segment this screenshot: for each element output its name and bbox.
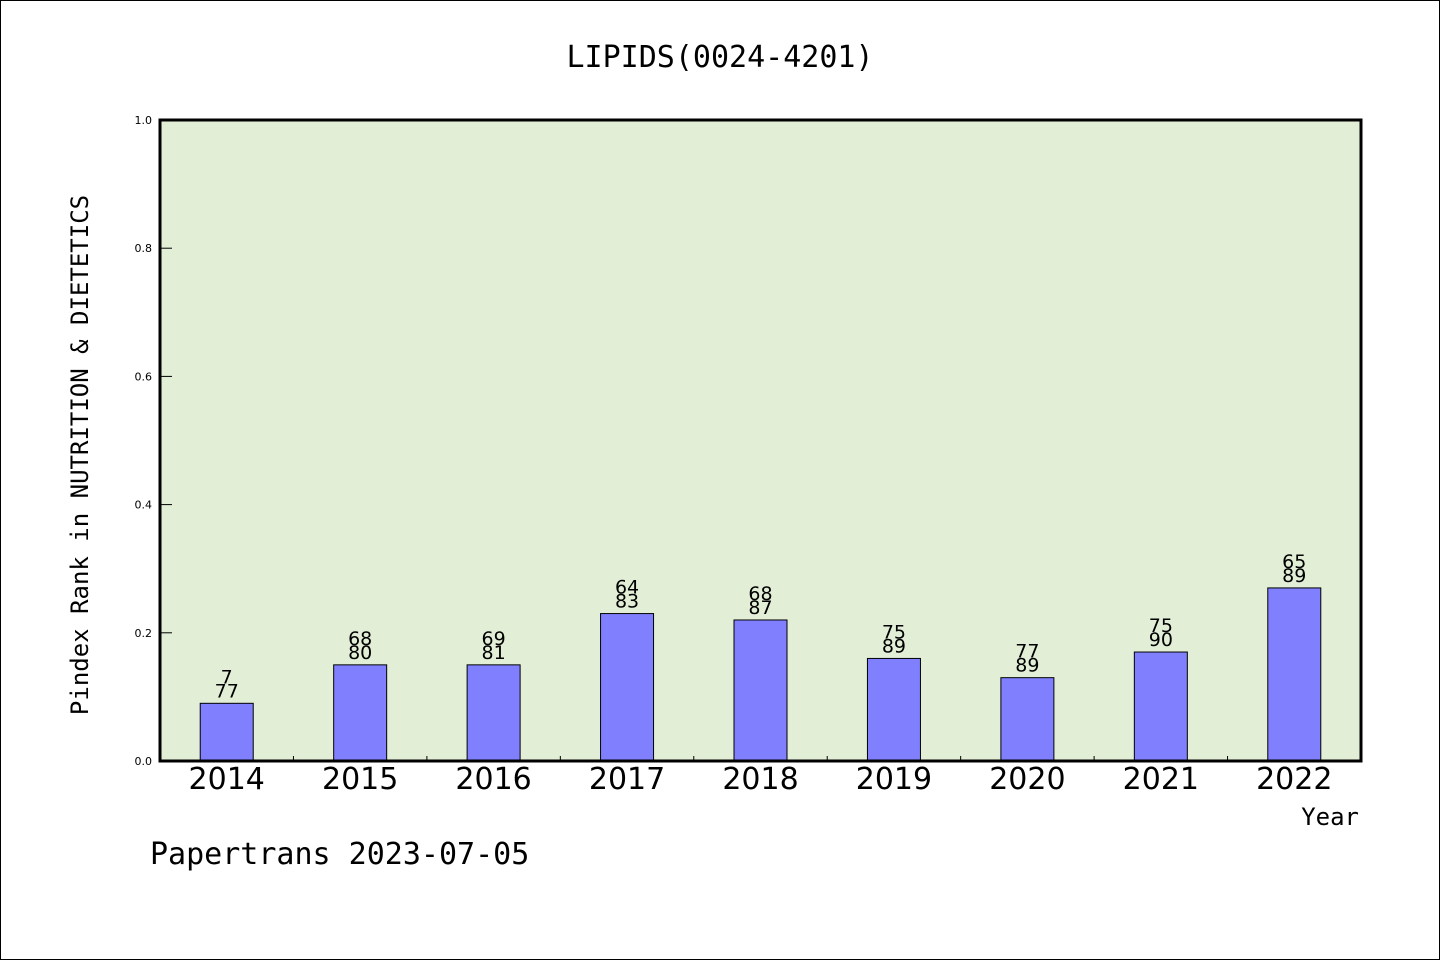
x-tick-label: 2019 xyxy=(856,762,932,797)
bar-label-top: 65 xyxy=(1282,551,1306,573)
footer-credit: Papertrans 2023-07-05 xyxy=(150,837,529,872)
bar-label-bottom: 89 xyxy=(882,635,906,657)
y-tick-label: 0.2 xyxy=(135,627,153,640)
x-tick-label: 2017 xyxy=(589,762,665,797)
bar-label-top: 77 xyxy=(1015,641,1039,663)
bar xyxy=(600,613,655,762)
bar-label-top: 64 xyxy=(615,577,639,599)
bar-label-bottom: 83 xyxy=(615,591,639,613)
bar-label-bottom: 90 xyxy=(1149,629,1173,651)
y-tick-label: 0.6 xyxy=(135,370,153,383)
x-tick-label: 2014 xyxy=(189,762,265,797)
x-axis-label: Year xyxy=(1301,803,1359,831)
bar-label-top: 69 xyxy=(482,628,506,650)
x-tick-label: 2022 xyxy=(1256,762,1332,797)
bar-series xyxy=(199,587,1322,762)
x-tick-label: 2015 xyxy=(322,762,398,797)
x-tick-label: 2016 xyxy=(455,762,531,797)
y-tick-label: 0.0 xyxy=(135,755,153,768)
bar-label-bottom: 81 xyxy=(482,642,506,664)
bar-label-bottom: 89 xyxy=(1282,565,1306,587)
plot-border xyxy=(158,118,1363,763)
bar-label-bottom: 77 xyxy=(215,680,239,702)
chart-title: LIPIDS(0024-4201) xyxy=(566,40,873,75)
y-tick-label: 0.8 xyxy=(135,242,153,255)
x-tick-label: 2020 xyxy=(989,762,1065,797)
bar xyxy=(199,702,254,762)
bar xyxy=(1133,651,1188,762)
bar-label-top: 7 xyxy=(221,666,233,688)
bar xyxy=(1267,587,1322,762)
bar xyxy=(333,664,388,762)
bar xyxy=(1000,677,1055,762)
y-tick-label: 0.4 xyxy=(135,499,153,512)
bar xyxy=(866,657,921,762)
x-axis: 2014 2015 2016 2017 2018 2019 2020 2021 2022 xyxy=(189,756,1332,797)
x-tick-label: 2021 xyxy=(1123,762,1199,797)
bar xyxy=(733,619,788,762)
bar-label-bottom: 87 xyxy=(748,597,772,619)
x-tick-label: 2018 xyxy=(722,762,798,797)
y-axis: 0.0 0.2 0.4 0.6 0.8 1.0 xyxy=(135,114,172,768)
y-tick-label: 1.0 xyxy=(135,114,153,127)
y-axis-label: Pindex Rank in NUTRITION & DIETETICS xyxy=(66,195,94,715)
bar-label-top: 68 xyxy=(348,628,372,650)
bar-label-bottom: 80 xyxy=(348,642,372,664)
bar-label-bottom: 89 xyxy=(1015,655,1039,677)
bar xyxy=(466,664,521,762)
bar-label-top: 75 xyxy=(882,621,906,643)
bar-label-top: 68 xyxy=(748,583,772,605)
bar-label-top: 75 xyxy=(1149,615,1173,637)
